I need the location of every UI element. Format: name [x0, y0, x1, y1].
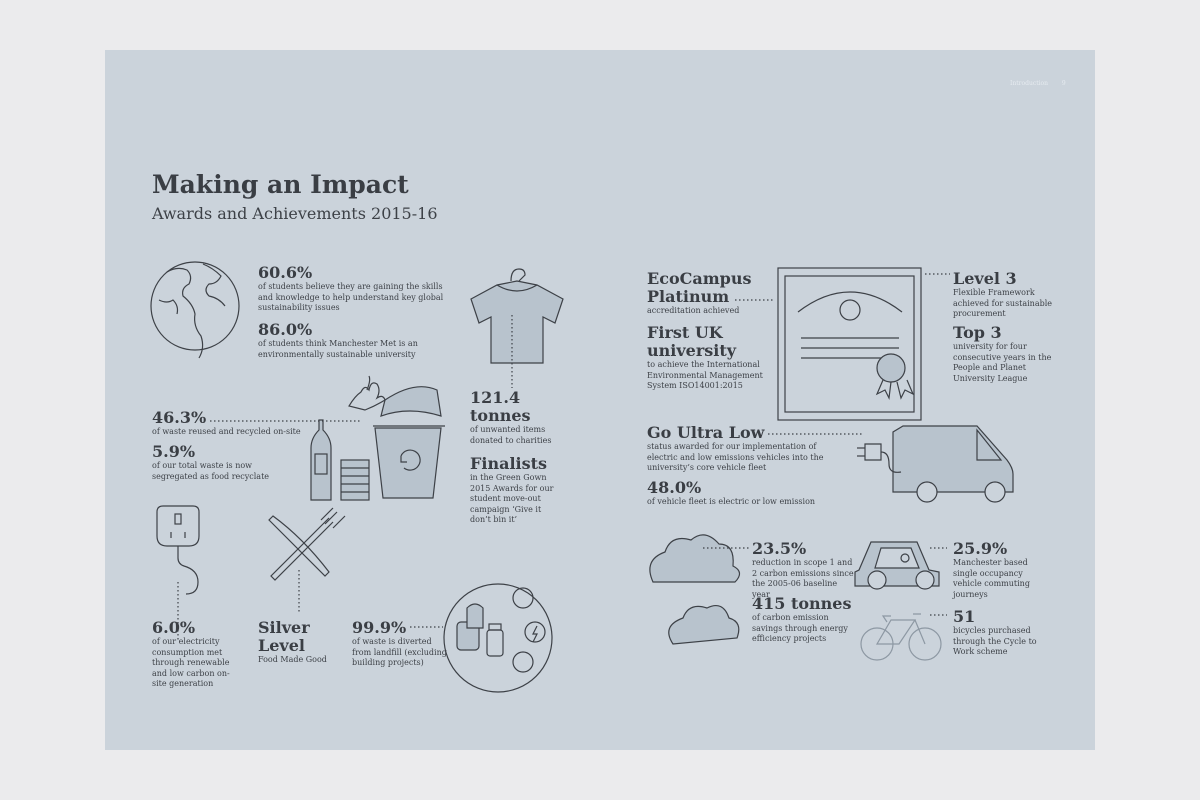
stat-value: 415 tonnes — [752, 594, 852, 613]
stat-first-uk: First UK university to achieve the Inter… — [647, 324, 767, 392]
stat-top-3: Top 3 university for four consecutive ye… — [953, 324, 1053, 384]
stat-waste-diverted: 99.9% of waste is diverted from landfill… — [352, 619, 447, 669]
stat-value: Silver Level — [258, 618, 310, 655]
stat-single-occupancy: 25.9% Manchester based single occupancy … — [953, 540, 1053, 600]
stat-students-sustainable: 86.0% of students think Manchester Met i… — [258, 321, 418, 360]
stat-waste-reused: 46.3% of waste reused and recycled on-si… — [152, 409, 312, 438]
stat-value: 121.4 tonnes — [470, 388, 531, 425]
running-header: Introduction 9 — [1010, 80, 1066, 87]
stat-finalists: Finalists in the Green Gown 2015 Awards … — [470, 455, 560, 526]
stat-value: 51 — [953, 607, 976, 626]
stat-text: bicycles purchased through the Cycle to … — [953, 626, 1037, 656]
stat-text: of students believe they are gaining the… — [258, 282, 444, 312]
stat-electricity-renewable: 6.0% of our electricity consumption met … — [152, 619, 232, 690]
stat-text: university for four consecutive years in… — [953, 342, 1052, 383]
stat-text: status awarded for our implementation of… — [647, 442, 824, 472]
stat-text: of our total waste is now segregated as … — [152, 461, 270, 481]
car-icon — [854, 541, 940, 590]
stat-value: EcoCampus Platinum — [647, 269, 752, 306]
stat-text: Food Made Good — [258, 655, 327, 664]
stat-value: 6.0% — [152, 618, 196, 637]
stat-food-recyclate: 5.9% of our total waste is now segregate… — [152, 443, 287, 482]
stat-text: accreditation achieved — [647, 306, 740, 315]
stat-text: of students think Manchester Met is an e… — [258, 339, 418, 359]
stat-students-skills: 60.6% of students believe they are gaini… — [258, 264, 458, 314]
stat-value: 5.9% — [152, 442, 196, 461]
stat-value: 25.9% — [953, 539, 1008, 558]
bicycle-icon — [860, 613, 942, 661]
stat-value: First UK university — [647, 323, 737, 360]
stat-text: of vehicle fleet is electric or low emis… — [647, 497, 816, 506]
page-spread: Introduction 9 Making an Impact Awards a… — [105, 50, 1095, 750]
stat-bicycles: 51 bicycles purchased through the Cycle … — [953, 608, 1053, 658]
stat-value: 48.0% — [647, 478, 702, 497]
stat-text: Manchester based single occupancy vehicl… — [953, 558, 1030, 599]
stat-text: reduction in scope 1 and 2 carbon emissi… — [752, 558, 854, 599]
stat-carbon-savings: 415 tonnes of carbon emission savings th… — [752, 595, 852, 645]
page-title: Making an Impact — [152, 170, 409, 199]
stat-value: 46.3% — [152, 408, 207, 427]
stat-value: 86.0% — [258, 320, 313, 339]
stat-silver-level: Silver Level Food Made Good — [258, 619, 338, 666]
ev-plug-icon — [857, 443, 902, 473]
plate-icon — [443, 583, 553, 693]
infographic-artwork — [150, 261, 1014, 693]
stat-text: of carbon emission savings through energ… — [752, 613, 848, 643]
stat-text: of our electricity consumption met throu… — [152, 637, 230, 688]
cutlery-icon — [268, 507, 346, 581]
running-header-section: Introduction — [1010, 80, 1048, 87]
stat-vehicle-fleet: 48.0% of vehicle fleet is electric or lo… — [647, 479, 847, 508]
recycle-bin-icon — [373, 386, 445, 499]
stat-text: of unwanted items donated to charities — [470, 425, 552, 445]
tshirt-icon — [470, 268, 564, 364]
globe-icon — [150, 261, 240, 359]
bottle-icon — [310, 419, 332, 501]
stat-tonnes-donated: 121.4 tonnes of unwanted items donated t… — [470, 389, 570, 446]
stat-value: Top 3 — [953, 323, 1002, 342]
stat-level-3: Level 3 Flexible Framework achieved for … — [953, 270, 1053, 320]
stat-text: Flexible Framework achieved for sustaina… — [953, 288, 1052, 318]
cloud-icon — [649, 534, 741, 645]
stat-go-ultra-low: Go Ultra Low status awarded for our impl… — [647, 424, 847, 474]
stat-text: to achieve the International Environment… — [647, 360, 763, 390]
plug-icon — [156, 505, 200, 595]
stat-text: of waste reused and recycled on-site — [152, 427, 301, 436]
banana-peel-icon — [348, 375, 386, 411]
stat-ecocampus: EcoCampus Platinum accreditation achieve… — [647, 270, 757, 317]
stat-carbon-reduction: 23.5% reduction in scope 1 and 2 carbon … — [752, 540, 857, 600]
stat-value: Go Ultra Low — [647, 423, 765, 442]
running-header-page: 9 — [1061, 80, 1066, 87]
van-icon — [892, 425, 1014, 503]
stat-text: of waste is diverted from landfill (excl… — [352, 637, 447, 667]
stat-value: Finalists — [470, 454, 547, 473]
stat-value: 60.6% — [258, 263, 313, 282]
can-icon — [340, 459, 370, 501]
stat-value: 23.5% — [752, 539, 807, 558]
stat-text: in the Green Gown 2015 Awards for our st… — [470, 473, 554, 524]
stat-value: Level 3 — [953, 269, 1017, 288]
certificate-icon — [777, 267, 922, 421]
stat-value: 99.9% — [352, 618, 407, 637]
page-subtitle: Awards and Achievements 2015-16 — [152, 204, 438, 223]
